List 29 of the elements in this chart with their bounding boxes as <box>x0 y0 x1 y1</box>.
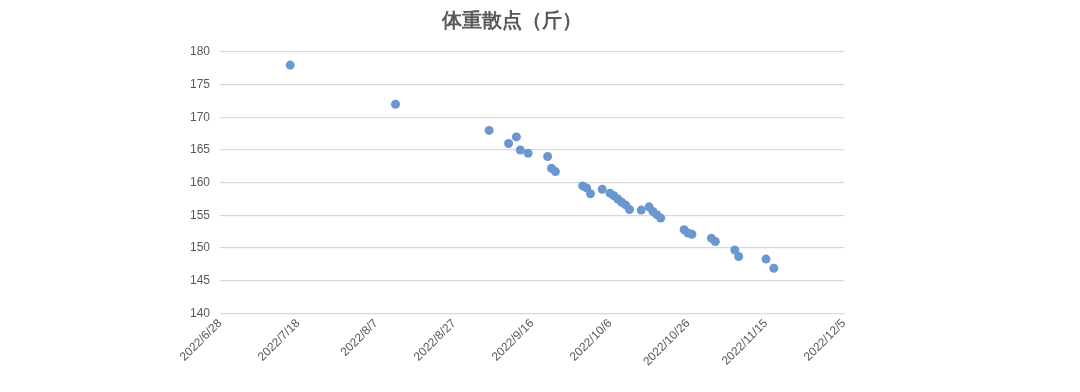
chart-title: 体重散点（斤） <box>441 8 582 33</box>
point <box>515 145 525 155</box>
point <box>484 125 494 135</box>
y-tick-label: 140 <box>189 305 211 320</box>
point <box>761 254 771 264</box>
point <box>391 99 401 109</box>
y-tick-label: 175 <box>189 76 211 91</box>
point <box>586 189 596 199</box>
y-tick-label: 150 <box>189 240 211 255</box>
y-tick-label: 170 <box>189 109 211 124</box>
y-tick-label: 165 <box>189 142 211 157</box>
point <box>285 60 295 70</box>
point <box>687 229 697 239</box>
point <box>636 205 646 215</box>
point <box>710 236 720 246</box>
point <box>511 132 521 142</box>
y-tick-label: 155 <box>189 207 211 222</box>
y-tick-label: 180 <box>189 44 211 59</box>
point <box>597 184 607 194</box>
point <box>769 263 779 273</box>
point <box>734 252 744 262</box>
point <box>543 152 553 162</box>
point <box>523 148 533 158</box>
point <box>625 204 635 214</box>
point <box>504 138 514 148</box>
point <box>550 167 560 177</box>
y-tick-label: 145 <box>189 272 211 287</box>
point <box>656 213 666 223</box>
y-tick-label: 160 <box>189 174 211 189</box>
